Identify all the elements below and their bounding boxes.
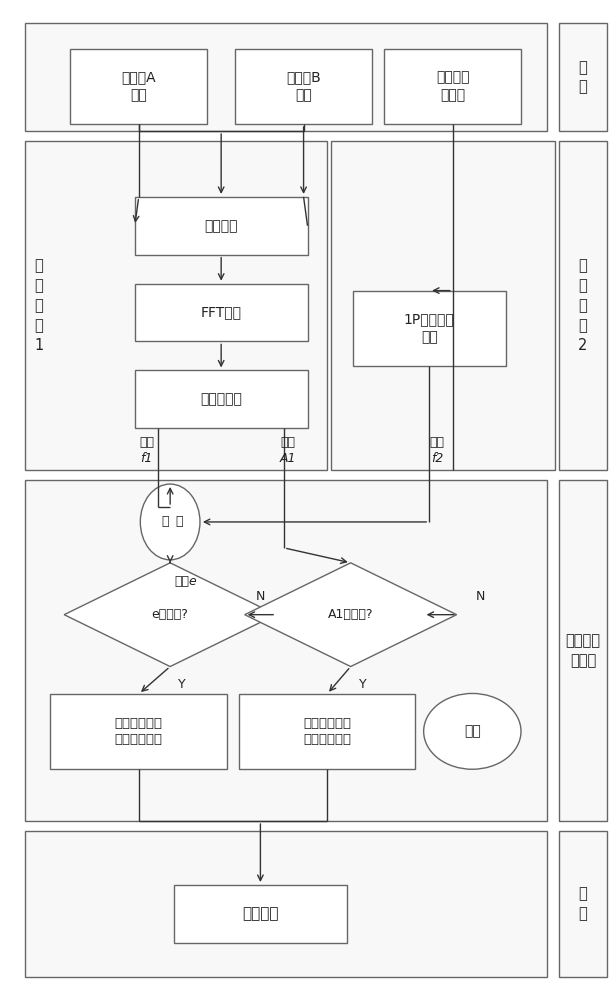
Text: 频率
f2: 频率 f2	[429, 436, 445, 465]
Text: 判断：发电机
转速信号有误: 判断：发电机 转速信号有误	[115, 717, 163, 746]
FancyBboxPatch shape	[25, 23, 547, 131]
FancyBboxPatch shape	[25, 831, 547, 977]
Polygon shape	[64, 563, 276, 667]
Text: 计
算
模
块
2: 计 算 模 块 2	[578, 258, 588, 353]
Text: e＞阈值?: e＞阈值?	[152, 608, 189, 621]
Text: 幅值
A1: 幅值 A1	[280, 436, 296, 465]
Text: Y: Y	[359, 678, 367, 691]
FancyBboxPatch shape	[25, 480, 547, 821]
Polygon shape	[245, 563, 456, 667]
Text: 判断：风轮不
平衡程度过大: 判断：风轮不 平衡程度过大	[303, 717, 351, 746]
FancyBboxPatch shape	[50, 694, 227, 769]
Text: Y: Y	[178, 678, 186, 691]
Text: －: －	[161, 515, 169, 528]
FancyBboxPatch shape	[174, 885, 347, 943]
FancyBboxPatch shape	[352, 291, 506, 366]
Text: 计
算
模
块
1: 计 算 模 块 1	[34, 258, 44, 353]
Text: 发电机转
速信号: 发电机转 速信号	[436, 70, 469, 102]
Text: 峰值检测器: 峰值检测器	[200, 392, 242, 406]
Text: N: N	[256, 590, 265, 603]
Text: 输
入: 输 入	[579, 60, 587, 95]
Ellipse shape	[424, 693, 521, 769]
FancyBboxPatch shape	[558, 831, 608, 977]
FancyBboxPatch shape	[135, 284, 308, 341]
FancyBboxPatch shape	[135, 370, 308, 428]
Text: 误差e: 误差e	[175, 575, 197, 588]
Text: 结束: 结束	[464, 724, 481, 738]
Text: 报警停机: 报警停机	[242, 906, 279, 921]
Text: N: N	[475, 590, 485, 603]
FancyBboxPatch shape	[558, 23, 608, 131]
Text: 传感器A
信号: 传感器A 信号	[121, 70, 156, 102]
FancyBboxPatch shape	[70, 49, 207, 124]
FancyBboxPatch shape	[558, 141, 608, 470]
Text: 1P信号频率
计算: 1P信号频率 计算	[404, 313, 454, 344]
FancyBboxPatch shape	[239, 694, 415, 769]
Text: 传感器B
信号: 传感器B 信号	[286, 70, 321, 102]
Text: 比较与判
断模块: 比较与判 断模块	[566, 633, 600, 668]
Text: 输
出: 输 出	[579, 886, 587, 921]
FancyBboxPatch shape	[135, 197, 308, 255]
Text: ＋: ＋	[176, 515, 183, 528]
Text: 加权计算: 加权计算	[204, 219, 238, 233]
Text: FFT处理: FFT处理	[200, 306, 242, 320]
FancyBboxPatch shape	[235, 49, 372, 124]
FancyBboxPatch shape	[558, 480, 608, 821]
FancyBboxPatch shape	[384, 49, 522, 124]
FancyBboxPatch shape	[25, 141, 327, 470]
Text: A1＞阈值?: A1＞阈值?	[328, 608, 373, 621]
Text: 频率
f1: 频率 f1	[139, 436, 154, 465]
Circle shape	[140, 484, 200, 560]
FancyBboxPatch shape	[331, 141, 555, 470]
